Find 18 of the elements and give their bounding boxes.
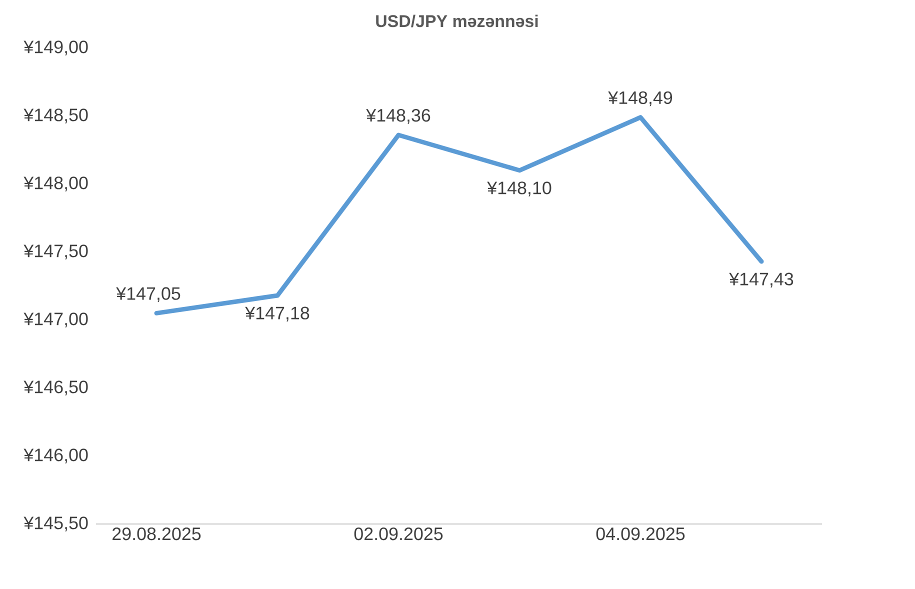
y-tick-label: ¥148,50 [24, 108, 88, 124]
y-tick-label: ¥149,00 [24, 40, 88, 56]
y-tick-label: ¥147,00 [24, 312, 88, 328]
x-tick-label: 29.08.2025 [112, 527, 201, 540]
y-tick-label: ¥148,00 [24, 176, 88, 192]
x-tick-label: 04.09.2025 [596, 527, 685, 540]
chart-title: USD/JPY məzənnəsi [376, 14, 538, 28]
y-tick-label: ¥146,00 [24, 448, 88, 464]
data-label: ¥147,18 [245, 306, 310, 322]
data-label: ¥148,49 [608, 91, 672, 106]
data-label: ¥147,05 [116, 287, 180, 302]
y-tick-label: ¥146,50 [24, 380, 88, 396]
y-tick-label: ¥147,50 [24, 244, 88, 260]
y-tick-label: ¥145,50 [24, 516, 88, 532]
data-label: ¥148,36 [366, 109, 430, 124]
x-tick-label: 02.09.2025 [354, 527, 443, 540]
data-label: ¥147,43 [729, 272, 794, 288]
data-label: ¥148,10 [487, 182, 552, 196]
